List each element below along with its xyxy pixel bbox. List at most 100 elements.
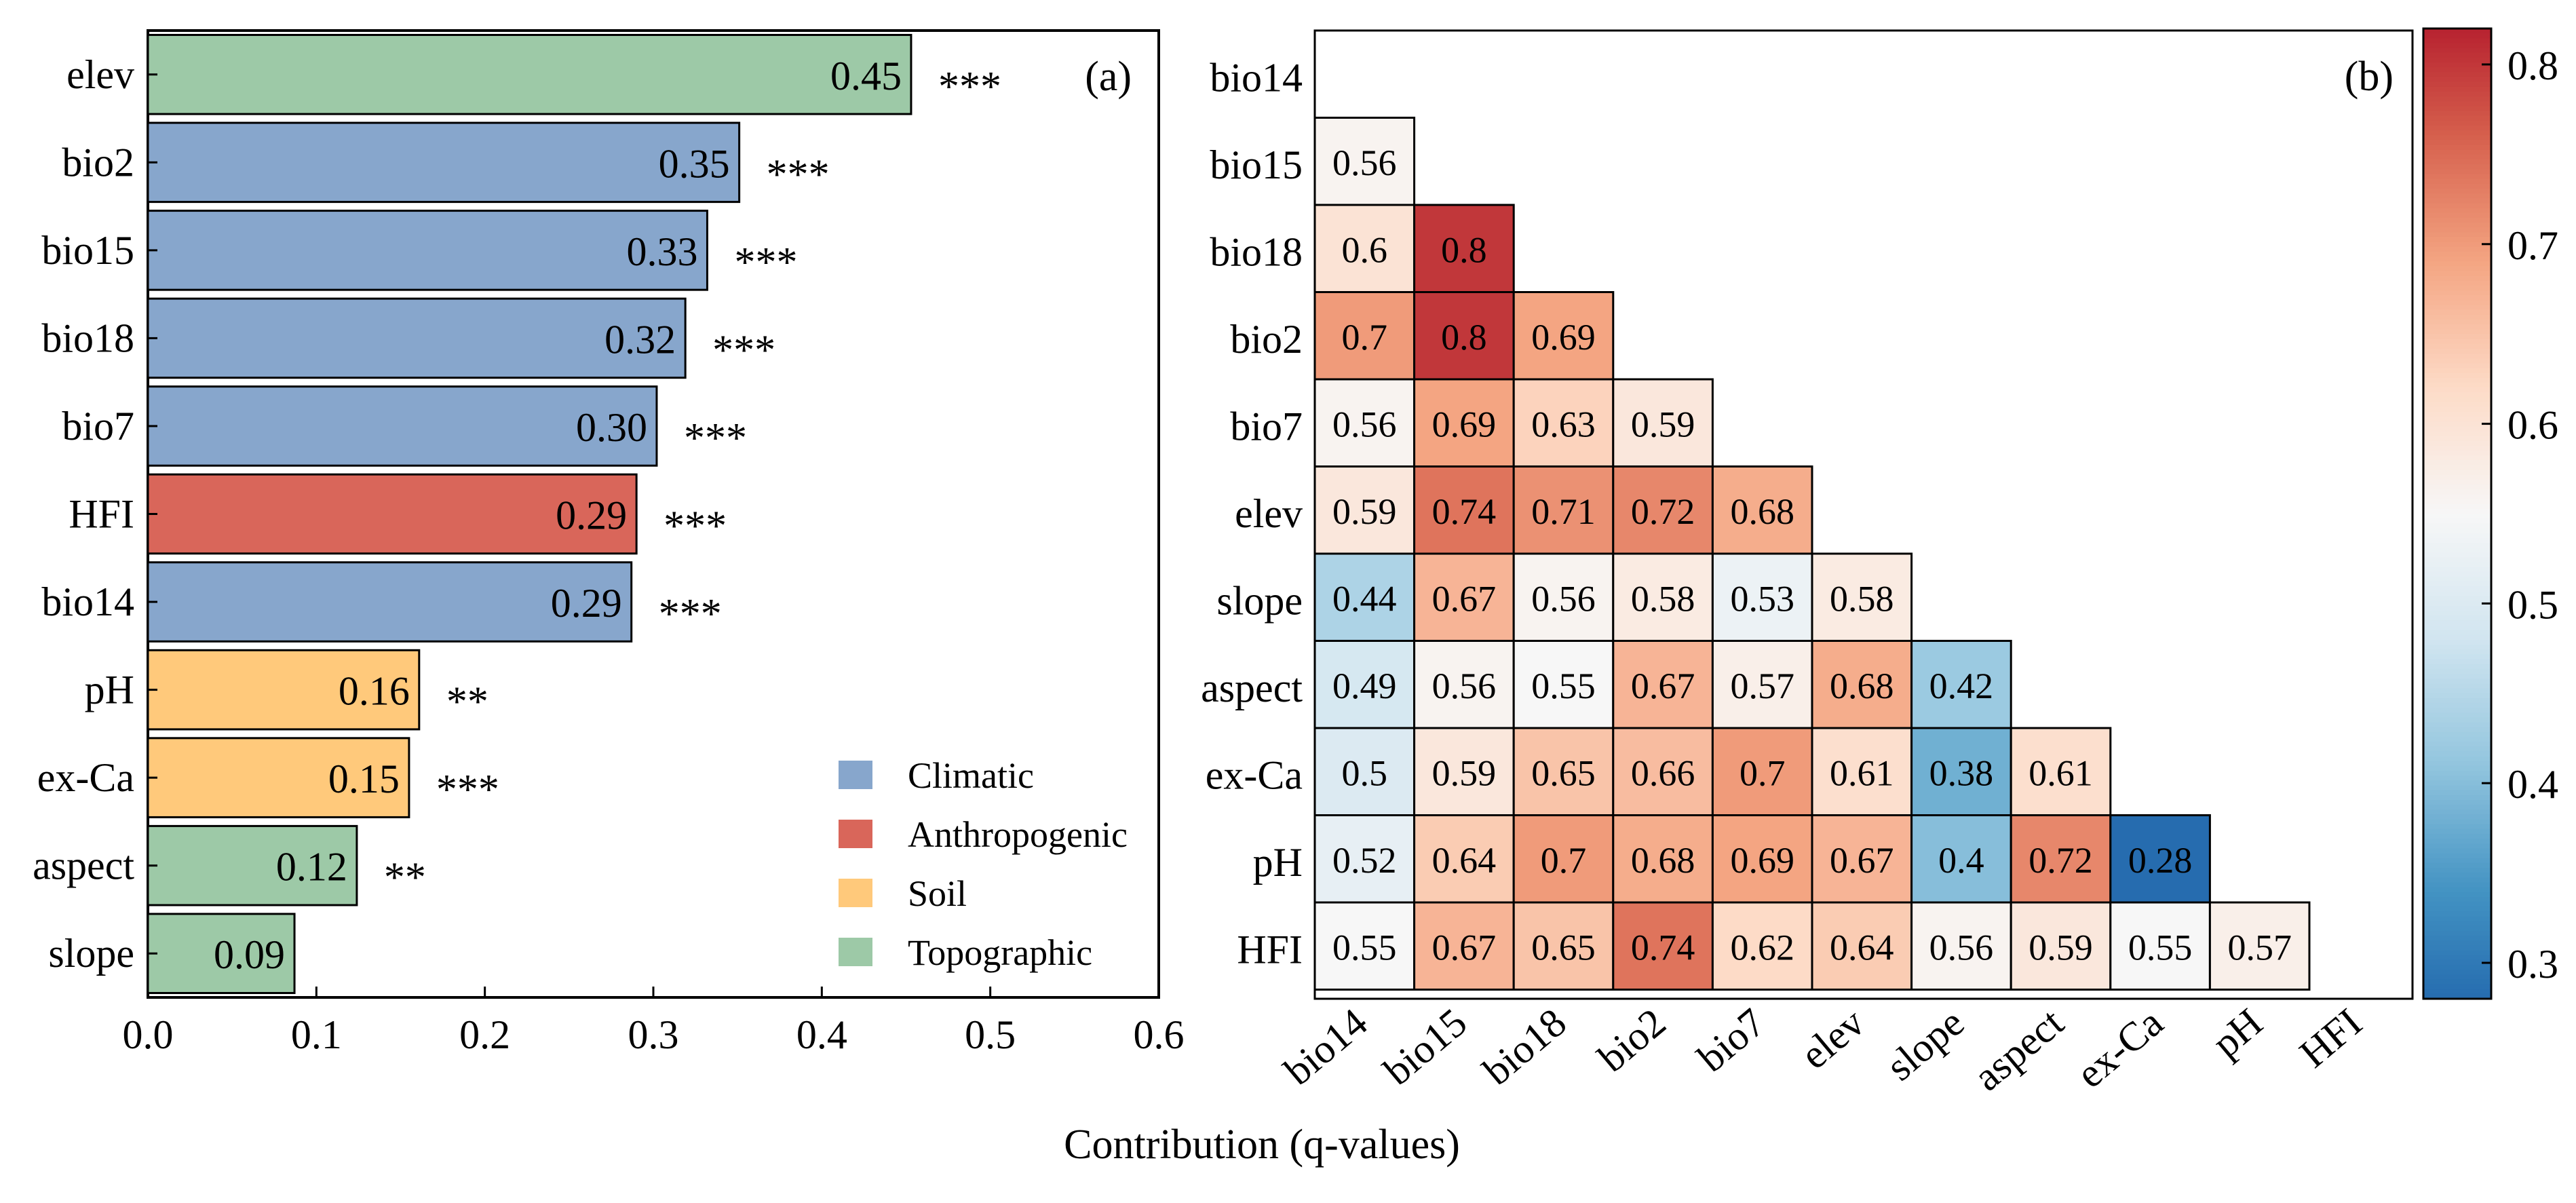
category-label: bio15 [41,228,134,273]
colorbar-segment [2423,309,2491,316]
colorbar-segment [2423,38,2491,44]
colorbar-segment [2423,188,2491,195]
cell-value: 0.71 [1531,491,1596,532]
colorbar-segment [2423,140,2491,146]
cell-value: 0.64 [1830,927,1894,968]
heatmap-cell [1413,552,1515,642]
heatmap-cell [1313,117,1416,206]
colorbar-frame [2422,27,2493,1000]
cell-value: 0.55 [2128,927,2193,968]
colorbar-segment [2423,731,2491,738]
heatmap-cell [1512,727,1615,816]
cell-value: 0.55 [1531,666,1596,706]
colorbar-segment [2423,770,2491,777]
column-label: bio15 [1375,999,1475,1093]
colorbar-segment [2423,591,2491,597]
significance-label: *** [664,503,727,550]
colorbar-segment [2423,717,2491,723]
colorbar-segment [2423,451,2491,457]
heatmap-cell [1413,378,1515,467]
heatmap-cell [1811,814,1913,904]
heatmap-cell [1612,727,1714,816]
colorbar-segment [2423,518,2491,524]
colorbar-segment [2423,873,2491,879]
x-axis-label: Contribution (q-values) [1064,1122,1460,1168]
colorbar-segment [2423,673,2491,680]
heatmap-cell [2109,814,2211,904]
row-label: bio7 [1230,404,1303,448]
bar-value-label: 0.29 [556,493,627,538]
legend-swatch-anthropogenic [839,820,872,848]
colorbar-segment [2423,751,2491,757]
colorbar-segment [2423,693,2491,699]
cell-value: 0.56 [1332,142,1397,183]
category-label: aspect [33,843,134,888]
colorbar-segment [2423,858,2491,864]
significance-label: *** [659,591,722,637]
heatmap-cell [1413,640,1515,729]
category-label: elev [66,52,134,97]
cell-value: 0.7 [1342,317,1388,358]
colorbar-segment [2423,756,2491,762]
colorbar-tick-label: 0.4 [2507,762,2558,807]
colorbar-segment [2423,533,2491,539]
colorbar-segment [2423,950,2491,956]
colorbar-segment [2423,649,2491,655]
bar-bio7 [147,385,658,467]
cell-value: 0.59 [1432,752,1497,793]
cell-value: 0.38 [1929,752,1994,793]
cell-value: 0.4 [1938,840,1984,881]
colorbar-segment [2423,183,2491,189]
bar-value-label: 0.09 [214,932,285,977]
cell-value: 0.72 [2029,840,2093,881]
colorbar-segment [2423,765,2491,771]
colorbar-segment [2423,974,2491,980]
heatmap-cell [2208,901,2311,991]
colorbar-segment [2423,600,2491,607]
colorbar-segment [2423,925,2491,932]
cell-value: 0.67 [1830,840,1894,881]
colorbar-segment [2423,91,2491,98]
cell-value: 0.62 [1730,927,1794,968]
colorbar-segment [2423,106,2491,112]
colorbar-tick-label: 0.7 [2507,223,2558,268]
heatmap-cell [1910,727,2012,816]
row-label: bio2 [1230,317,1303,362]
heatmap-cell [1612,465,1714,555]
colorbar-segment [2423,484,2491,491]
colorbar-segment [2423,115,2491,121]
row-label: slope [1216,578,1303,623]
colorbar-segment [2423,217,2491,223]
colorbar-segment [2423,698,2491,704]
colorbar-segment [2423,377,2491,383]
colorbar-segment [2423,499,2491,505]
colorbar-segment [2423,727,2491,733]
colorbar-segment [2423,295,2491,301]
colorbar-segment [2423,887,2491,893]
x-tick-label: 0.6 [1134,1012,1185,1057]
colorbar-segment [2423,605,2491,611]
colorbar-segment [2423,440,2491,446]
column-label: slope [1878,999,1972,1089]
colorbar-segment [2423,548,2491,554]
colorbar-segment [2423,683,2491,689]
colorbar-segment [2423,780,2491,786]
colorbar-segment [2423,921,2491,927]
legend-swatch-topographic [839,938,872,966]
colorbar-segment [2423,664,2491,670]
cell-value: 0.59 [1332,491,1397,532]
significance-label: *** [938,64,1001,110]
colorbar-segment [2423,421,2491,427]
bar-value-label: 0.16 [339,669,410,714]
colorbar-segment [2423,232,2491,238]
heatmap-cell [1413,901,1515,991]
colorbar-segment [2423,843,2491,849]
heatmap-cell [1612,901,1714,991]
panel-label-b: (b) [2345,54,2394,100]
colorbar-segment [2423,989,2491,995]
colorbar-segment [2423,135,2491,141]
significance-label: ** [446,679,488,725]
colorbar-segment [2423,805,2491,811]
cell-value: 0.28 [2128,840,2193,881]
